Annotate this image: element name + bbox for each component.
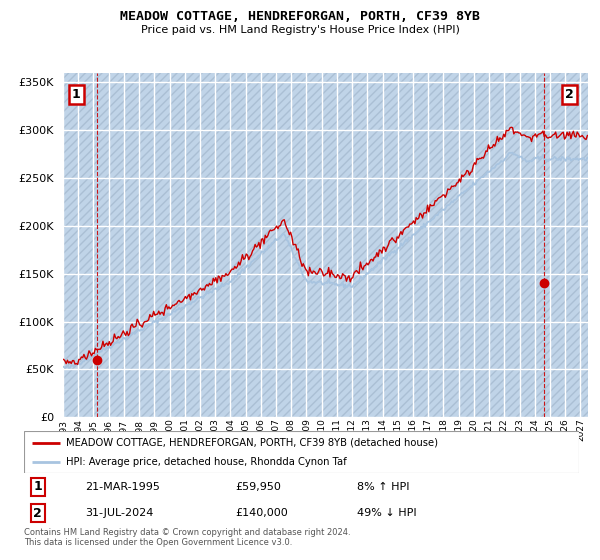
Text: 21-MAR-1995: 21-MAR-1995	[85, 482, 160, 492]
Text: £140,000: £140,000	[235, 508, 287, 518]
Text: Contains HM Land Registry data © Crown copyright and database right 2024.
This d: Contains HM Land Registry data © Crown c…	[24, 528, 350, 547]
Text: HPI: Average price, detached house, Rhondda Cynon Taf: HPI: Average price, detached house, Rhon…	[65, 457, 346, 467]
Text: MEADOW COTTAGE, HENDREFORGAN, PORTH, CF39 8YB (detached house): MEADOW COTTAGE, HENDREFORGAN, PORTH, CF3…	[65, 437, 437, 447]
Text: 31-JUL-2024: 31-JUL-2024	[85, 508, 154, 518]
Bar	[63, 73, 588, 417]
Text: 2: 2	[34, 507, 42, 520]
Text: 1: 1	[34, 480, 42, 493]
Text: £59,950: £59,950	[235, 482, 281, 492]
Text: Price paid vs. HM Land Registry's House Price Index (HPI): Price paid vs. HM Land Registry's House …	[140, 25, 460, 35]
Text: MEADOW COTTAGE, HENDREFORGAN, PORTH, CF39 8YB: MEADOW COTTAGE, HENDREFORGAN, PORTH, CF3…	[120, 10, 480, 23]
FancyBboxPatch shape	[24, 431, 579, 473]
Text: 2: 2	[565, 88, 574, 101]
Text: 8% ↑ HPI: 8% ↑ HPI	[357, 482, 409, 492]
Text: 49% ↓ HPI: 49% ↓ HPI	[357, 508, 416, 518]
Text: 1: 1	[72, 88, 80, 101]
